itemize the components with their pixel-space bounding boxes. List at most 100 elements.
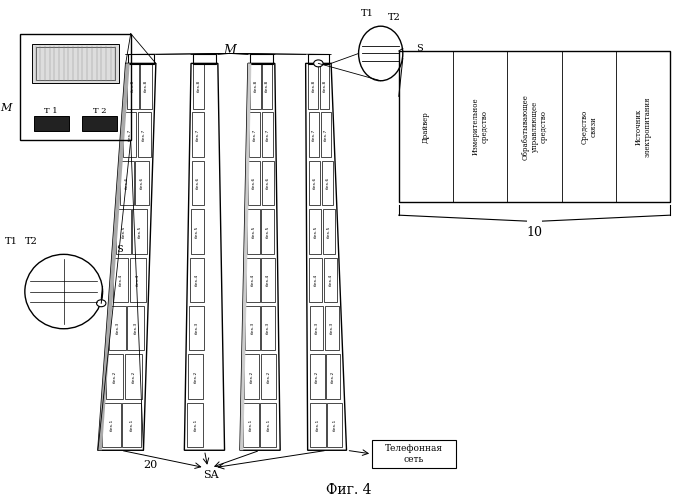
Text: блк.4: блк.4 (266, 274, 270, 286)
Bar (135, 161, 149, 205)
Bar (372, 440, 456, 468)
Text: блк.5: блк.5 (122, 225, 125, 237)
Bar (127, 306, 144, 350)
Ellipse shape (358, 26, 403, 80)
Text: блк.1: блк.1 (266, 418, 271, 431)
Bar (247, 209, 260, 254)
Bar (310, 402, 325, 447)
Bar (250, 54, 273, 64)
Text: блк.7: блк.7 (196, 128, 200, 141)
Bar (188, 354, 203, 399)
Text: блк.3: блк.3 (250, 322, 254, 334)
Bar (244, 354, 260, 399)
Bar (310, 354, 325, 399)
Text: T2: T2 (388, 13, 401, 22)
Bar (34, 116, 68, 132)
Text: блк.1: блк.1 (316, 418, 320, 431)
Text: блк.2: блк.2 (250, 370, 253, 382)
Bar (127, 64, 139, 108)
Bar (246, 258, 260, 302)
Text: блк.2: блк.2 (331, 370, 335, 382)
Text: блк.4: блк.4 (195, 274, 199, 286)
Text: Драйвер: Драйвер (422, 111, 430, 142)
Text: блк.3: блк.3 (116, 322, 120, 334)
Bar (310, 306, 323, 350)
Text: блк.1: блк.1 (249, 418, 253, 431)
Bar (324, 258, 337, 302)
Text: блк.5: блк.5 (195, 225, 199, 237)
Text: блк.4: блк.4 (328, 274, 332, 286)
Bar (110, 306, 126, 350)
Polygon shape (98, 64, 129, 450)
Text: T1: T1 (361, 10, 374, 18)
Text: блк.7: блк.7 (324, 128, 328, 141)
Text: S: S (116, 245, 123, 254)
Ellipse shape (25, 254, 103, 328)
Bar (245, 306, 260, 350)
Text: блк.1: блк.1 (333, 418, 336, 431)
Bar (189, 306, 203, 350)
Text: блк.4: блк.4 (136, 274, 140, 286)
Bar (262, 64, 273, 108)
Text: T 2: T 2 (93, 106, 106, 114)
Text: Измерительное
средство: Измерительное средство (471, 98, 489, 156)
Bar (82, 116, 117, 132)
Text: Обрабатывающее
управляющее
средство: Обрабатывающее управляющее средство (521, 94, 548, 160)
Bar (132, 209, 147, 254)
Bar (309, 209, 321, 254)
Bar (308, 64, 319, 108)
Text: Фиг. 4: Фиг. 4 (326, 483, 371, 497)
Bar (140, 64, 152, 108)
Text: T1: T1 (5, 238, 18, 246)
Bar (248, 161, 260, 205)
Bar (261, 258, 275, 302)
Text: блк.6: блк.6 (325, 177, 329, 189)
Circle shape (97, 300, 106, 306)
Text: блк.5: блк.5 (138, 225, 142, 237)
Text: блк.8: блк.8 (253, 80, 258, 92)
Bar (138, 112, 151, 157)
Text: S: S (416, 44, 423, 53)
Bar (327, 402, 342, 447)
Bar (262, 112, 273, 157)
Bar (129, 258, 145, 302)
Text: блк.2: блк.2 (112, 370, 116, 382)
Text: блк.3: блк.3 (266, 322, 270, 334)
Circle shape (314, 60, 323, 67)
Text: блк.2: блк.2 (266, 370, 271, 382)
Bar (243, 402, 259, 447)
Text: блк.8: блк.8 (144, 80, 148, 92)
Text: блк.7: блк.7 (142, 128, 146, 141)
Text: 20: 20 (144, 460, 158, 470)
Bar (308, 54, 329, 64)
Polygon shape (98, 64, 156, 450)
Text: блк.3: блк.3 (314, 322, 319, 334)
Text: блк.2: блк.2 (315, 370, 319, 382)
Bar (105, 354, 123, 399)
Text: блк.6: блк.6 (266, 177, 270, 189)
Bar (20, 34, 131, 140)
Bar (310, 258, 323, 302)
Text: блк.5: блк.5 (327, 225, 331, 237)
Bar (323, 209, 335, 254)
Text: блк.5: блк.5 (266, 225, 270, 237)
Bar (116, 209, 131, 254)
Text: блк.1: блк.1 (193, 418, 197, 431)
Text: блк.6: блк.6 (312, 177, 316, 189)
Bar (262, 161, 273, 205)
Text: блк.8: блк.8 (131, 80, 135, 92)
Text: Телефонная
сеть: Телефонная сеть (385, 444, 443, 464)
Text: M: M (223, 44, 236, 58)
Bar (120, 161, 134, 205)
Text: M: M (0, 104, 11, 114)
Text: блк.7: блк.7 (127, 128, 132, 141)
Bar (261, 354, 276, 399)
Text: Средство
связи: Средство связи (580, 110, 597, 144)
Polygon shape (240, 64, 251, 450)
Bar (123, 112, 136, 157)
Text: блк.3: блк.3 (329, 322, 334, 334)
Text: блк.2: блк.2 (132, 370, 136, 382)
Bar (36, 46, 114, 80)
Bar (32, 44, 119, 83)
Bar (127, 54, 154, 64)
